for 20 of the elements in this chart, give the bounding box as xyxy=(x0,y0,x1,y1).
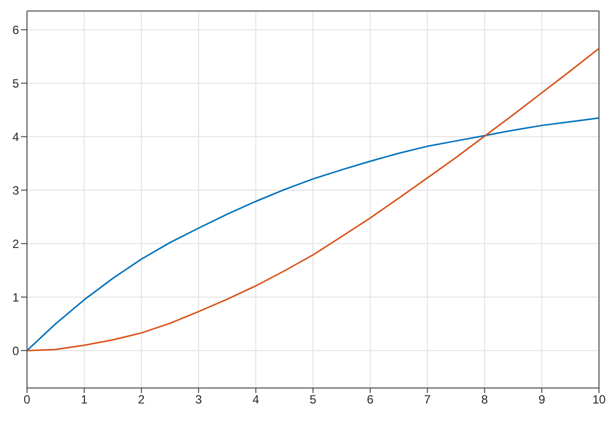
y-tick-label: 0 xyxy=(12,344,20,358)
x-tick-label: 6 xyxy=(366,392,374,407)
x-tick-label: 10 xyxy=(592,392,606,407)
x-tick-label: 1 xyxy=(80,392,88,407)
x-tick-label: 3 xyxy=(195,392,202,407)
line-series xyxy=(27,117,599,352)
y-tick-label: 6 xyxy=(12,22,20,37)
y-tick-label: 2 xyxy=(12,236,20,251)
y-tick-label: 3 xyxy=(12,183,20,198)
x-tick-label: 7 xyxy=(424,392,432,407)
x-tick-label: 2 xyxy=(138,392,146,407)
y-tick-label: 5 xyxy=(12,76,20,90)
y-tick-label: 4 xyxy=(12,130,20,144)
line-series xyxy=(27,48,599,352)
x-tick-label: 8 xyxy=(481,392,488,407)
x-tick-label: 5 xyxy=(310,392,317,407)
x-tick-label: 9 xyxy=(538,392,546,407)
y-tick-label: 1 xyxy=(12,290,20,304)
x-tick-label: 0 xyxy=(24,392,31,407)
x-tick-label: 4 xyxy=(252,392,260,407)
